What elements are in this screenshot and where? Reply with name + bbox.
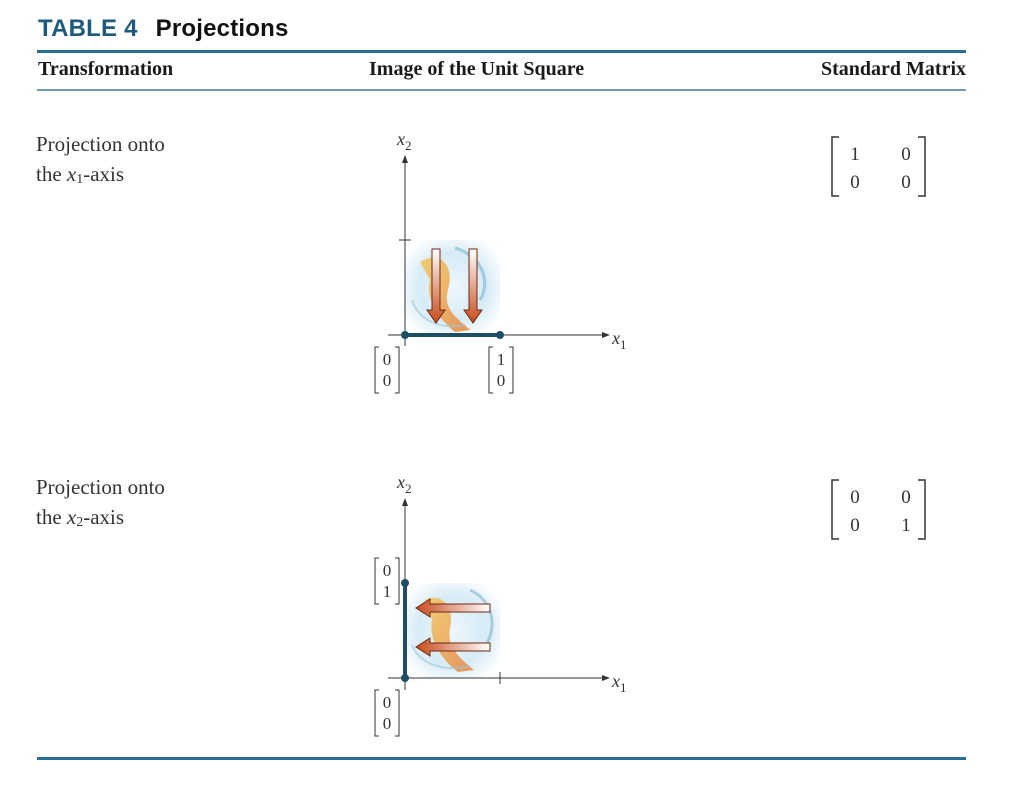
row2-label-var: x <box>66 505 77 529</box>
row1-label-line2: the x1-axis <box>36 159 165 193</box>
svg-text:1: 1 <box>497 350 506 369</box>
svg-text:0: 0 <box>383 371 392 390</box>
row1-label: Projection onto the x1-axis <box>36 129 165 193</box>
header-matrix: Standard Matrix <box>821 58 966 80</box>
svg-text:0: 0 <box>850 487 860 508</box>
axis-label-x1-fig2: x1 <box>611 671 627 695</box>
svg-text:0: 0 <box>850 172 860 193</box>
endpoint-origin-1 <box>401 331 409 339</box>
row2-label-line2: the x2-axis <box>36 502 165 536</box>
vector-label-10-fig1: 1 0 <box>488 346 514 394</box>
top-rule <box>37 50 966 53</box>
header-image: Image of the Unit Square <box>369 58 585 80</box>
row2-label-sub: 2 <box>76 515 84 530</box>
standard-matrix-2: 0 0 0 1 <box>831 479 926 540</box>
axis-label-x2-fig1: x2 <box>396 129 412 153</box>
table-number: TABLE 4 <box>38 15 138 42</box>
row1-label-line1: Projection onto <box>36 132 165 156</box>
header-rule <box>37 89 966 91</box>
axis-label-x2-fig2: x2 <box>396 472 412 496</box>
bottom-rule <box>37 757 966 760</box>
vector-label-00-fig1: 0 0 <box>374 346 400 394</box>
row1-label-post: -axis <box>83 162 125 186</box>
endpoint-e2 <box>401 579 409 587</box>
unit-square-image <box>405 240 500 335</box>
down-arrow-right <box>463 248 483 324</box>
row2-label-pre: the <box>36 505 67 529</box>
row2-label-line1: Projection onto <box>36 475 165 499</box>
svg-text:0: 0 <box>383 561 392 580</box>
svg-text:0: 0 <box>383 350 392 369</box>
standard-matrix-1: 1 0 0 0 <box>831 136 926 197</box>
svg-text:0: 0 <box>497 371 506 390</box>
vector-label-00-fig2: 0 0 <box>374 689 400 737</box>
unit-square-image-2 <box>405 583 500 678</box>
row1-label-pre: the <box>36 162 67 186</box>
figure-projection-x2: x2 x1 0 1 0 0 <box>374 472 627 737</box>
figure-projection-x1: x2 x1 0 0 1 0 <box>374 129 627 394</box>
svg-text:1: 1 <box>383 582 392 601</box>
svg-text:0: 0 <box>383 693 392 712</box>
svg-text:0: 0 <box>383 714 392 733</box>
row2-label: Projection onto the x2-axis <box>36 472 165 536</box>
svg-text:1: 1 <box>901 515 911 536</box>
axis-label-x1-fig1: x1 <box>611 328 627 352</box>
table-title: TABLE 4 Projections <box>38 15 289 43</box>
svg-text:1: 1 <box>850 144 860 165</box>
row1-label-sub: 1 <box>76 172 84 187</box>
row2-label-post: -axis <box>83 505 125 529</box>
left-arrow-bottom <box>415 637 491 657</box>
header-transformation: Transformation <box>38 58 174 80</box>
row1-label-var: x <box>66 162 77 186</box>
left-arrow-top <box>415 598 491 618</box>
endpoint-origin-2 <box>401 674 409 682</box>
svg-text:0: 0 <box>901 144 911 165</box>
down-arrow-left <box>426 248 446 324</box>
svg-text:0: 0 <box>901 487 911 508</box>
svg-text:0: 0 <box>901 172 911 193</box>
vector-label-01-fig2: 0 1 <box>374 557 400 605</box>
endpoint-e1 <box>496 331 504 339</box>
svg-text:0: 0 <box>850 515 860 536</box>
table-name: Projections <box>155 15 289 42</box>
